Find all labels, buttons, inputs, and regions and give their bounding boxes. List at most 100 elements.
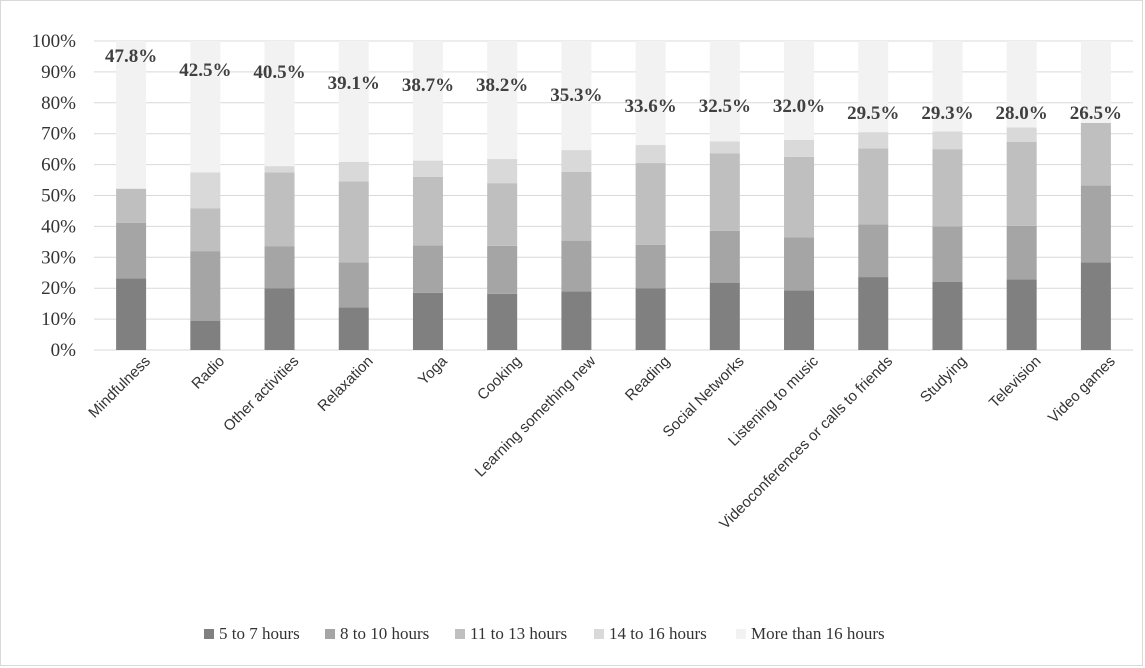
- bar-segment: [635, 41, 666, 145]
- bar-segment: [264, 166, 295, 173]
- bar-segment: [1006, 127, 1037, 142]
- bar-segment: [412, 245, 443, 293]
- bar-segment: [116, 222, 147, 279]
- legend-swatch: [455, 629, 465, 639]
- bar-segment: [116, 188, 147, 223]
- bar-segment: [116, 41, 147, 189]
- bar-segment: [858, 41, 889, 133]
- bar-segment: [561, 150, 592, 172]
- legend: 5 to 7 hours 8 to 10 hours 11 to 13 hours 1…: [204, 624, 885, 643]
- bar-segment: [487, 245, 518, 294]
- legend-label: 14 to 16 hours: [609, 624, 707, 643]
- bar-segment: [338, 181, 369, 263]
- data-label: 39.1%: [328, 73, 380, 94]
- bar-segment: [932, 226, 963, 283]
- bar-segment: [932, 282, 963, 350]
- bar-segment: [338, 41, 369, 162]
- y-axis-ticks: 0% 10% 20% 30% 40% 50% 60% 70% 80% 90% 100%: [32, 31, 77, 361]
- data-labels: 47.8% 42.5% 40.5% 39.1% 38.7% 38.2% 35.3% 33.6%…: [105, 46, 1122, 124]
- gridlines: [94, 40, 1133, 351]
- bar-segment: [635, 288, 666, 350]
- bar-segment: [190, 208, 221, 252]
- bar-segment: [784, 156, 815, 238]
- x-tick-label: Television: [986, 353, 1045, 412]
- data-label: 32.0%: [773, 96, 825, 117]
- bar-segment: [1006, 41, 1037, 128]
- data-label: 38.2%: [476, 75, 528, 96]
- x-tick-label: Relaxation: [314, 353, 376, 415]
- y-tick-label: 10%: [41, 309, 76, 330]
- bar-segment: [487, 183, 518, 246]
- bar-segment: [338, 161, 369, 182]
- y-tick-label: 20%: [41, 278, 76, 299]
- legend-label: 8 to 10 hours: [340, 624, 429, 643]
- bar-segment: [709, 230, 740, 283]
- bar-segment: [784, 139, 815, 157]
- x-tick-label: Other activities: [220, 353, 302, 435]
- data-label: 40.5%: [253, 62, 305, 83]
- bar-segment: [264, 246, 295, 289]
- bar-segment: [264, 41, 295, 167]
- bar-segment: [338, 262, 369, 308]
- legend-swatch: [736, 629, 746, 639]
- y-tick-label: 80%: [41, 93, 76, 114]
- data-label: 29.3%: [921, 103, 973, 124]
- y-tick-label: 90%: [41, 62, 76, 83]
- bar-segment: [561, 41, 592, 151]
- y-tick-label: 100%: [32, 31, 77, 52]
- bar-segment: [932, 131, 963, 150]
- bar-segment: [412, 41, 443, 161]
- bar-segment: [635, 163, 666, 245]
- bar-segment: [1006, 141, 1037, 226]
- bar-segment: [858, 132, 889, 149]
- x-tick-label: Video games: [1045, 353, 1119, 427]
- bar-segment: [190, 251, 221, 321]
- bar-segment: [858, 277, 889, 350]
- bar-segment: [190, 172, 221, 209]
- bar-segment: [784, 237, 815, 291]
- legend-label: 5 to 7 hours: [219, 624, 300, 643]
- bar-segment: [190, 41, 221, 173]
- data-label: 29.5%: [847, 103, 899, 124]
- bar-segment: [487, 293, 518, 350]
- bar-segment: [264, 288, 295, 350]
- bar-segment: [932, 149, 963, 227]
- bar-segment: [412, 160, 443, 177]
- bar-segment: [709, 41, 740, 142]
- data-label: 42.5%: [179, 60, 231, 81]
- bar-segment: [635, 144, 666, 164]
- x-tick-label: Learning something new: [472, 353, 600, 481]
- bar-segment: [561, 171, 592, 241]
- data-label: 38.7%: [402, 75, 454, 96]
- bar-stacks: [116, 41, 1111, 350]
- legend-label: 11 to 13 hours: [470, 624, 567, 643]
- y-tick-label: 30%: [41, 247, 76, 268]
- legend-swatch: [204, 629, 214, 639]
- bar-segment: [635, 244, 666, 289]
- bar-segment: [412, 176, 443, 246]
- y-tick-label: 60%: [41, 155, 76, 176]
- bar-segment: [1080, 185, 1111, 263]
- y-tick-label: 40%: [41, 216, 76, 237]
- bar-segment: [932, 41, 963, 132]
- bar-segment: [264, 172, 295, 247]
- legend-swatch: [325, 629, 335, 639]
- bar-segment: [1006, 279, 1037, 350]
- bar-segment: [412, 292, 443, 350]
- bar-segment: [709, 141, 740, 154]
- data-label: 33.6%: [624, 96, 676, 117]
- x-tick-label: Reading: [622, 353, 674, 405]
- bar-segment: [487, 41, 518, 160]
- bar-segment: [190, 320, 221, 350]
- data-label: 32.5%: [699, 96, 751, 117]
- bar-segment: [709, 282, 740, 350]
- data-label: 35.3%: [550, 85, 602, 106]
- legend-swatch: [594, 629, 604, 639]
- legend-label: More than 16 hours: [751, 624, 885, 643]
- x-tick-label: Yoga: [415, 352, 451, 388]
- bar-segment: [487, 159, 518, 184]
- bar-segment: [1080, 262, 1111, 350]
- x-tick-label: Radio: [188, 353, 228, 393]
- bar-segment: [1080, 122, 1111, 186]
